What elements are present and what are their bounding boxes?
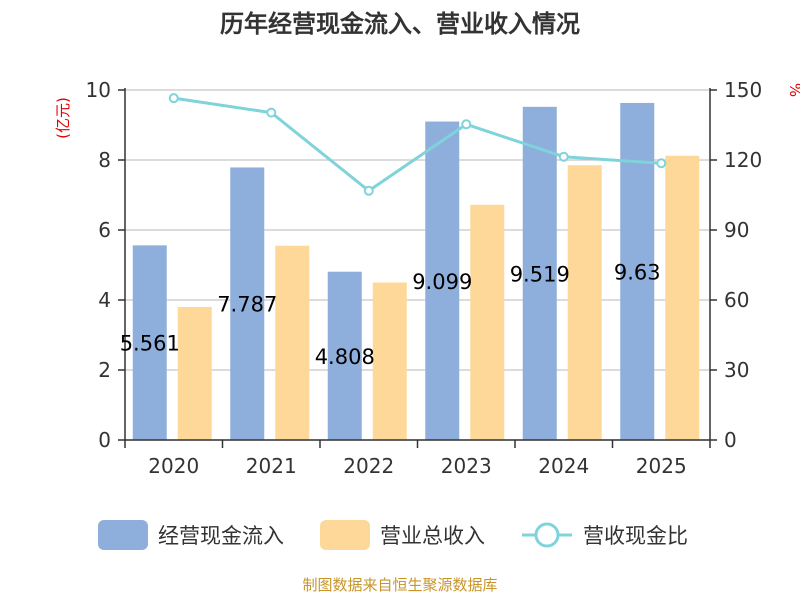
x-tick-label: 2021 <box>246 454 297 478</box>
bar-cash-inflow <box>522 106 557 441</box>
legend-swatch <box>98 520 148 550</box>
legend: 经营现金流入 营业总收入 营收现金比 <box>98 520 688 550</box>
y-right-tick-label: 30 <box>724 358 749 382</box>
bar-data-label: 5.561 <box>120 332 180 356</box>
ratio-point <box>461 119 472 130</box>
chart-title: 历年经营现金流入、营业收入情况 <box>220 10 580 38</box>
bar-data-label: 7.787 <box>217 293 277 317</box>
y-right-tick-label: 120 <box>724 148 762 172</box>
bar-revenue <box>372 282 407 440</box>
x-tick-label: 2023 <box>441 454 492 478</box>
bar-data-label: 9.63 <box>614 260 661 284</box>
x-ticks: 2020 2021 2022 2023 2024 2025 <box>148 454 686 478</box>
ratio-point <box>558 151 569 162</box>
x-tick-label: 2022 <box>343 454 394 478</box>
y-right-tick-label: 150 <box>724 78 762 102</box>
bar-data-label: 9.519 <box>510 262 570 286</box>
bar-revenue <box>665 155 700 441</box>
y-left-axis-label: (亿元) <box>54 97 72 139</box>
y-right-tick-label: 90 <box>724 218 749 242</box>
legend-marker <box>534 522 560 548</box>
bar-cash-inflow <box>327 271 362 440</box>
data-labels: 5.561 7.787 4.808 9.099 9.519 9.63 <box>120 260 661 368</box>
y-left-tick-label: 8 <box>98 148 111 172</box>
y-right-ticks: 0 30 60 90 120 150 <box>724 78 762 452</box>
x-tick-label: 2025 <box>636 454 687 478</box>
y-right-tick-label: 0 <box>724 428 737 452</box>
y-left-tick-label: 10 <box>86 78 111 102</box>
bar-cash-inflow <box>132 245 167 440</box>
x-tick-label: 2024 <box>538 454 589 478</box>
ratio-line <box>168 93 667 196</box>
y-right-axis-label: % <box>786 83 800 97</box>
bar-revenue <box>567 165 602 440</box>
bar-cash-inflow <box>230 167 265 440</box>
legend-item-cash-inflow: 经营现金流入 <box>98 520 284 550</box>
bar-data-label: 4.808 <box>315 345 375 369</box>
legend-item-revenue: 营业总收入 <box>320 520 485 550</box>
legend-label: 营收现金比 <box>583 524 688 548</box>
y-left-tick-label: 4 <box>98 288 111 312</box>
ratio-point <box>656 158 667 169</box>
legend-label: 经营现金流入 <box>158 524 284 548</box>
bar-revenue <box>275 245 310 440</box>
y-right-tick-label: 60 <box>724 288 749 312</box>
ratio-point <box>168 93 179 104</box>
ratio-polyline <box>173 96 662 193</box>
axes <box>118 88 717 448</box>
bar-cash-inflow <box>620 102 655 440</box>
bar-data-label: 9.099 <box>412 270 472 294</box>
bar-revenue <box>177 307 212 440</box>
y-left-ticks: 0 2 4 6 8 10 <box>86 78 111 452</box>
source-note: 制图数据来自恒生聚源数据库 <box>302 576 497 594</box>
legend-label: 营业总收入 <box>380 524 485 548</box>
ratio-point <box>266 107 277 118</box>
x-tick-label: 2020 <box>148 454 199 478</box>
y-left-tick-label: 6 <box>98 218 111 242</box>
legend-item-ratio: 营收现金比 <box>522 522 688 548</box>
legend-swatch <box>320 520 370 550</box>
y-left-tick-label: 2 <box>98 358 111 382</box>
bar-revenue <box>470 204 505 440</box>
bars <box>132 102 700 441</box>
bar-cash-inflow <box>425 121 460 440</box>
ratio-point <box>363 185 374 196</box>
y-left-tick-label: 0 <box>98 428 111 452</box>
